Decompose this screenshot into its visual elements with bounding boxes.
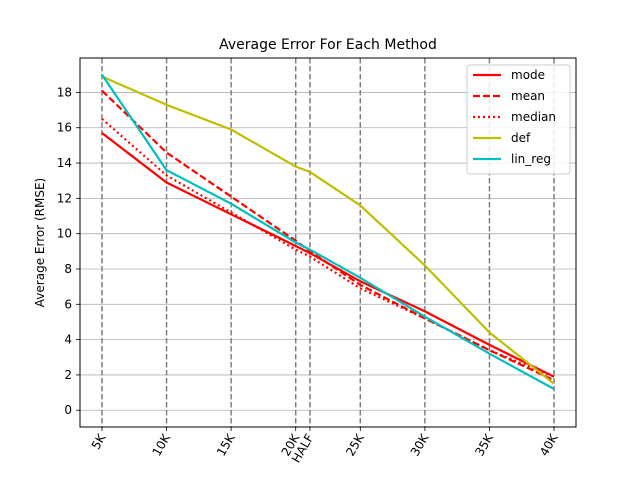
x-tick-label: 5K: [89, 431, 109, 452]
x-tick-label: 10K: [149, 431, 173, 459]
series-line-def: [101, 75, 555, 385]
legend-label-mode: mode: [511, 68, 545, 82]
series-line-mode: [101, 132, 555, 378]
y-tick-label: 2: [64, 368, 72, 382]
legend-label-median: median: [511, 110, 556, 124]
x-tick-label: 35K: [472, 431, 496, 459]
y-axis: 0 2 4 6 8 10 12 14 16 18: [57, 85, 80, 417]
legend-label-def: def: [511, 131, 531, 145]
y-tick-label: 10: [57, 227, 72, 241]
series-line-median: [101, 118, 555, 378]
legend: mode mean median def lin_reg: [466, 64, 571, 175]
legend-label-mean: mean: [511, 89, 545, 103]
legend-box: [466, 64, 571, 175]
x-tick-label: 25K: [343, 431, 367, 459]
y-tick-label: 4: [64, 333, 72, 347]
legend-label-lin_reg: lin_reg: [511, 152, 551, 166]
plot-frame: [79, 57, 577, 428]
y-tick-label: 8: [64, 262, 72, 276]
series-line-mean: [101, 89, 555, 382]
y-tick-label: 12: [57, 191, 72, 205]
y-tick-label: 0: [64, 403, 72, 417]
y-axis-label: Average Error (RMSE): [33, 178, 47, 307]
chart-title: Average Error For Each Method: [219, 37, 437, 53]
x-tick-label: 40K: [537, 431, 561, 459]
series-line-lin_reg: [101, 74, 555, 390]
y-tick-label: 14: [57, 156, 72, 170]
x-tick-label: 15K: [214, 431, 238, 459]
x-tick-label: 30K: [408, 431, 432, 459]
y-tick-label: 16: [57, 121, 72, 135]
y-tick-label: 18: [57, 85, 72, 99]
series-group: [101, 74, 555, 390]
y-tick-label: 6: [64, 297, 72, 311]
